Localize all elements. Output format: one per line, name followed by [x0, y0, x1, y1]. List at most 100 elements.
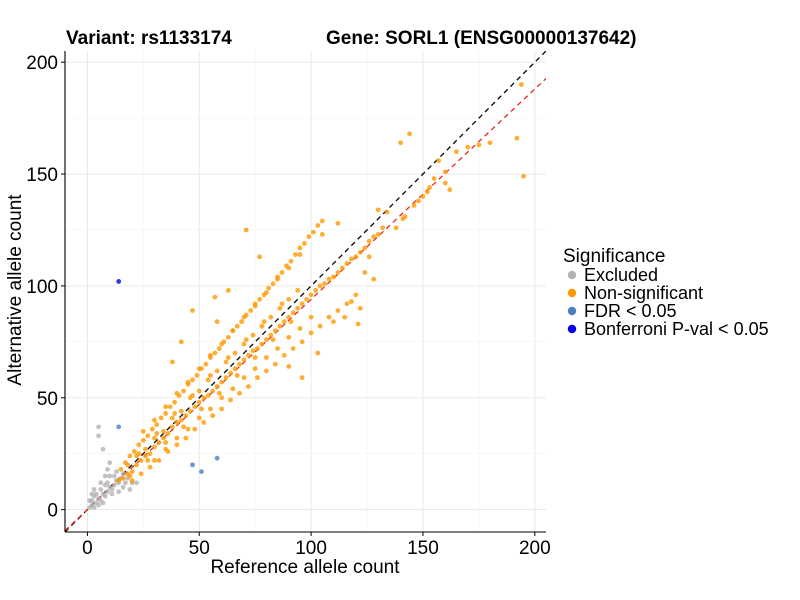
data-point	[138, 471, 144, 477]
data-point	[107, 473, 113, 479]
data-point	[487, 140, 493, 146]
data-point	[252, 355, 258, 360]
data-point	[375, 207, 381, 213]
data-point	[313, 287, 318, 293]
variant-title: Variant: rs1133174	[66, 28, 232, 49]
data-point	[331, 319, 336, 325]
data-point	[375, 232, 381, 237]
data-point	[91, 504, 97, 510]
data-point	[228, 397, 233, 403]
data-point	[357, 305, 363, 311]
data-point	[281, 319, 287, 325]
data-point	[272, 361, 278, 367]
data-point	[98, 487, 104, 492]
data-point	[123, 480, 128, 486]
data-point	[158, 415, 164, 421]
data-point	[447, 187, 453, 193]
data-point	[102, 493, 108, 499]
data-point	[134, 480, 139, 486]
data-point	[192, 426, 198, 432]
data-point	[366, 238, 372, 244]
legend-label: Excluded	[584, 265, 658, 285]
data-point	[425, 189, 430, 195]
y-tick-label: 200	[26, 53, 58, 74]
data-point	[259, 323, 265, 329]
data-point	[263, 337, 269, 342]
legend-label: Non-significant	[584, 283, 703, 303]
data-point	[290, 310, 296, 316]
data-point	[241, 357, 247, 363]
data-point	[348, 299, 354, 304]
data-point	[246, 384, 251, 389]
data-point	[219, 406, 225, 412]
data-point	[310, 229, 316, 235]
data-point	[237, 361, 242, 367]
data-point	[427, 185, 433, 190]
data-point	[152, 458, 157, 463]
data-point	[225, 355, 231, 360]
data-point	[111, 482, 117, 488]
data-point	[178, 417, 184, 423]
y-tick-label: 100	[26, 277, 58, 298]
data-point	[181, 424, 186, 430]
data-point	[436, 158, 442, 164]
data-point	[169, 424, 175, 430]
data-point	[275, 346, 280, 351]
data-point	[250, 332, 256, 338]
grid	[65, 51, 546, 532]
data-point	[131, 449, 137, 454]
y-tick-label: 0	[47, 501, 58, 522]
data-point	[210, 413, 216, 419]
data-point	[225, 334, 231, 340]
data-point	[223, 375, 229, 381]
data-point	[178, 339, 184, 345]
data-point	[230, 386, 236, 392]
data-point	[149, 426, 155, 432]
data-point	[167, 404, 173, 410]
reference-lines	[65, 51, 546, 532]
data-point	[353, 292, 359, 298]
data-point	[134, 462, 139, 468]
data-point	[279, 270, 285, 275]
data-point	[261, 319, 267, 325]
data-point	[102, 473, 108, 479]
data-point	[183, 413, 189, 419]
legend-key	[567, 306, 577, 316]
legend-key	[567, 288, 577, 298]
data-point	[98, 480, 104, 486]
data-point	[212, 294, 218, 300]
data-point	[315, 350, 321, 356]
series-excluded	[87, 424, 139, 510]
data-point	[96, 424, 101, 430]
data-point	[116, 279, 122, 284]
data-point	[420, 194, 426, 199]
data-point	[183, 435, 189, 441]
data-point	[152, 444, 157, 450]
data-point	[315, 223, 321, 228]
data-point	[143, 446, 148, 452]
data-point	[259, 341, 265, 347]
data-point	[105, 466, 110, 472]
data-point	[252, 303, 258, 309]
data-point	[286, 364, 292, 369]
data-point	[136, 451, 142, 457]
data-point	[268, 332, 274, 338]
legend-key	[567, 270, 577, 280]
data-point	[161, 435, 166, 441]
data-point	[87, 498, 93, 504]
data-point	[214, 384, 220, 389]
data-point	[129, 469, 135, 474]
y-tick-label: 50	[37, 389, 58, 410]
data-point	[129, 478, 135, 483]
data-point	[344, 261, 350, 266]
data-point	[514, 135, 520, 141]
data-point	[228, 370, 233, 376]
data-point	[304, 296, 310, 302]
data-point	[91, 487, 97, 492]
data-point	[163, 440, 169, 445]
data-point	[192, 404, 198, 410]
data-point	[353, 254, 359, 260]
data-point	[255, 375, 260, 381]
data-point	[270, 337, 276, 342]
